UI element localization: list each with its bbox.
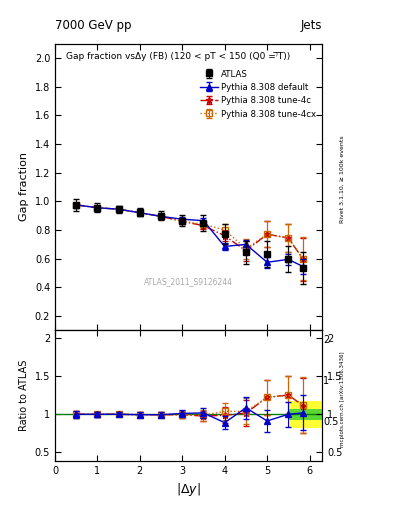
Text: ATLAS_2011_S9126244: ATLAS_2011_S9126244 bbox=[144, 277, 233, 286]
Bar bbox=[288, 400, 322, 428]
Text: mcplots.cern.ch [arXiv:1306.3436]: mcplots.cern.ch [arXiv:1306.3436] bbox=[340, 352, 345, 447]
Text: 0.5: 0.5 bbox=[323, 417, 339, 428]
X-axis label: $|\Delta y|$: $|\Delta y|$ bbox=[176, 481, 201, 498]
Legend: ATLAS, Pythia 8.308 default, Pythia 8.308 tune-4c, Pythia 8.308 tune-4cx: ATLAS, Pythia 8.308 default, Pythia 8.30… bbox=[197, 66, 320, 122]
Text: 2: 2 bbox=[323, 335, 330, 346]
Y-axis label: Ratio to ATLAS: Ratio to ATLAS bbox=[19, 360, 29, 431]
Text: Gap fraction vsΔy (FB) (120 < pT < 150 (Q0 =⁾̅T̅)): Gap fraction vsΔy (FB) (120 < pT < 150 (… bbox=[66, 52, 290, 61]
Bar bbox=[288, 409, 322, 420]
Text: Jets: Jets bbox=[301, 19, 322, 32]
Text: 7000 GeV pp: 7000 GeV pp bbox=[55, 19, 132, 32]
Y-axis label: Gap fraction: Gap fraction bbox=[19, 153, 29, 222]
Text: Rivet 3.1.10, ≥ 100k events: Rivet 3.1.10, ≥ 100k events bbox=[340, 135, 345, 223]
Text: 1: 1 bbox=[323, 376, 330, 387]
